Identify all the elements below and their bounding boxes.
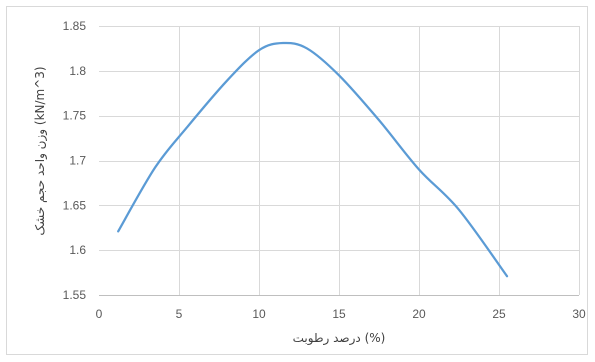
x-axis-title: درصد رطوبت (%) <box>293 331 386 346</box>
y-tick-label: 1.7 <box>69 154 86 168</box>
x-tick-label: 15 <box>332 307 346 321</box>
x-tick-label: 0 <box>96 307 103 321</box>
x-tick-label: 30 <box>572 307 586 321</box>
chart-frame <box>6 6 588 355</box>
y-axis-title: وزن واحد حجم خشک (kN/m^3) <box>33 66 48 235</box>
y-tick-label: 1.8 <box>69 64 86 78</box>
y-tick-label: 1.55 <box>63 288 87 302</box>
grid-lines <box>99 26 580 296</box>
data-series-line <box>117 41 509 278</box>
y-tick-label: 1.85 <box>63 19 87 33</box>
y-tick-label: 1.65 <box>63 198 87 212</box>
x-tick-label: 25 <box>492 307 506 321</box>
x-tick-label: 5 <box>176 307 183 321</box>
tick-labels: 1.55 1.6 1.65 1.7 1.75 1.8 1.85 0 5 10 15 20 25 30 <box>63 19 586 321</box>
x-tick-label: 10 <box>252 307 266 321</box>
y-tick-label: 1.6 <box>69 243 86 257</box>
x-tick-label: 20 <box>412 307 426 321</box>
y-tick-label: 1.75 <box>63 109 87 123</box>
